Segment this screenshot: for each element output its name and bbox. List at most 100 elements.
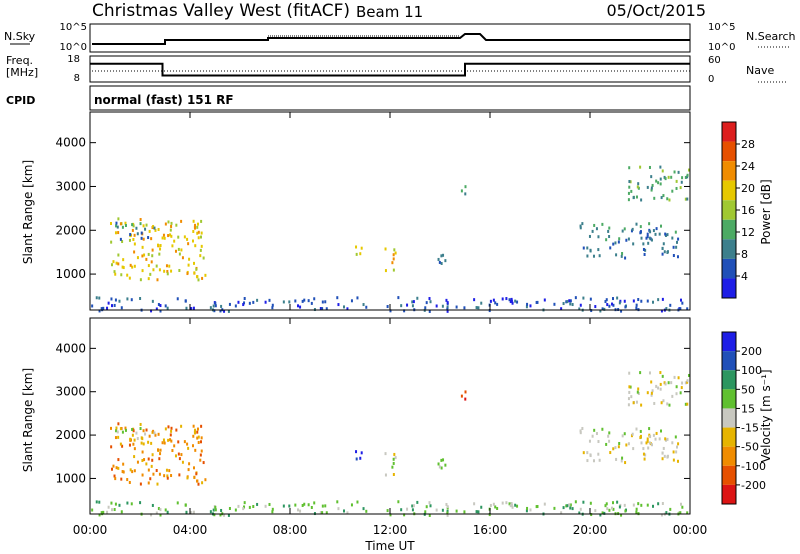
scatter-cell xyxy=(170,221,173,225)
scatter-cell xyxy=(196,225,199,229)
scatter-cell xyxy=(446,509,449,513)
freq-left-tick-top: 18 xyxy=(67,54,80,65)
scatter-cell xyxy=(650,238,653,242)
scatter-cell xyxy=(98,296,101,300)
scatter-cell xyxy=(133,264,136,268)
cpid-panel-frame xyxy=(89,85,691,111)
scatter-cell xyxy=(514,503,517,507)
scatter-cell xyxy=(350,503,353,507)
scatter-cell xyxy=(114,272,117,276)
scatter-cell xyxy=(608,304,611,308)
scatter-cell xyxy=(133,242,136,246)
scatter-cell xyxy=(591,229,594,233)
scatter-cell xyxy=(197,440,200,444)
scatter-cell xyxy=(635,222,638,226)
scatter-cell xyxy=(115,224,118,228)
scatter-cell xyxy=(120,477,123,481)
scatter-cell xyxy=(178,473,181,477)
scatter-cell xyxy=(299,509,302,513)
scatter-cell xyxy=(202,461,205,465)
scatter-cell xyxy=(674,230,677,234)
scatter-cell xyxy=(360,451,363,455)
scatter-cell xyxy=(393,248,396,252)
scatter-cell xyxy=(679,391,682,395)
scatter-cell xyxy=(190,307,193,311)
scatter-cell xyxy=(670,175,673,179)
power-yticks: 4000 3000 2000 1000 xyxy=(55,136,690,281)
scatter-cell xyxy=(663,454,666,458)
scatter-cell xyxy=(110,221,113,225)
scatter-cell xyxy=(684,197,687,201)
scatter-cell xyxy=(384,473,387,477)
nave-label: Nave xyxy=(746,64,774,77)
scatter-cell xyxy=(400,508,403,512)
scatter-cell xyxy=(389,309,392,313)
scatter-cell xyxy=(141,269,144,273)
scatter-cell xyxy=(157,507,160,511)
scatter-cell xyxy=(110,467,113,471)
scatter-cell xyxy=(630,189,633,193)
scatter-cell xyxy=(628,179,631,183)
scatter-cell xyxy=(647,446,650,450)
scatter-cell xyxy=(186,476,189,480)
scatter-cell xyxy=(392,461,395,465)
scatter-cell xyxy=(171,449,174,453)
scatter-cell xyxy=(677,376,680,380)
scatter-cell xyxy=(141,254,144,258)
scatter-cell xyxy=(113,270,116,274)
scatter-cell xyxy=(115,426,118,430)
scatter-cell xyxy=(164,222,167,226)
scatter-cell xyxy=(406,303,409,307)
scatter-cell xyxy=(184,503,187,507)
scatter-cell xyxy=(661,246,664,250)
scatter-cell xyxy=(635,427,638,431)
scatter-cell xyxy=(164,427,167,431)
scatter-cell xyxy=(126,297,129,301)
scatter-cell xyxy=(664,382,667,386)
scatter-cell xyxy=(668,198,671,202)
scatter-cell xyxy=(406,507,409,511)
scatter-cell xyxy=(637,298,640,302)
scatter-cell xyxy=(193,466,196,470)
scatter-cell xyxy=(319,307,322,311)
scatter-cell xyxy=(562,506,565,510)
scatter-cell xyxy=(651,183,654,187)
y-tick-label: 3000 xyxy=(55,179,86,193)
scatter-cell xyxy=(100,307,103,311)
scatter-cell xyxy=(124,224,127,228)
scatter-cell xyxy=(511,301,514,305)
scatter-cell xyxy=(288,504,291,508)
scatter-cell xyxy=(611,501,614,505)
scatter-cell xyxy=(659,182,662,186)
scatter-cell xyxy=(603,511,606,515)
scatter-cell xyxy=(437,462,440,466)
x-axis-ticks: 00:00 04:00 08:00 12:00 16:00 20:00 00:00 xyxy=(73,112,707,537)
scatter-cell xyxy=(660,309,663,313)
scatter-cell xyxy=(158,252,161,256)
scatter-cell xyxy=(180,219,183,223)
scatter-cell xyxy=(629,385,632,389)
scatter-cell xyxy=(192,219,195,223)
scatter-cell xyxy=(303,298,306,302)
scatter-cell xyxy=(133,233,136,237)
scatter-cell xyxy=(384,247,387,251)
scatter-cell xyxy=(234,508,237,512)
scatter-cell xyxy=(133,438,136,442)
scatter-cell xyxy=(606,507,609,511)
nsky-right-tick-top: 10^5 xyxy=(708,22,735,33)
colorbar-segment xyxy=(722,161,736,181)
y-tick-label: 2000 xyxy=(55,428,86,442)
scatter-cell xyxy=(621,229,624,233)
scatter-cell xyxy=(686,511,689,515)
scatter-cell xyxy=(489,503,492,507)
scatter-cell xyxy=(166,474,169,478)
scatter-cell xyxy=(569,503,572,507)
scatter-cell xyxy=(196,430,199,434)
scatter-cell xyxy=(212,508,215,512)
freq-label-top: Freq. xyxy=(6,54,33,67)
scatter-cell xyxy=(384,452,387,456)
scatter-cell xyxy=(133,250,136,254)
scatter-cell xyxy=(446,301,449,305)
scatter-cell xyxy=(660,224,663,228)
scatter-cell xyxy=(675,445,678,449)
